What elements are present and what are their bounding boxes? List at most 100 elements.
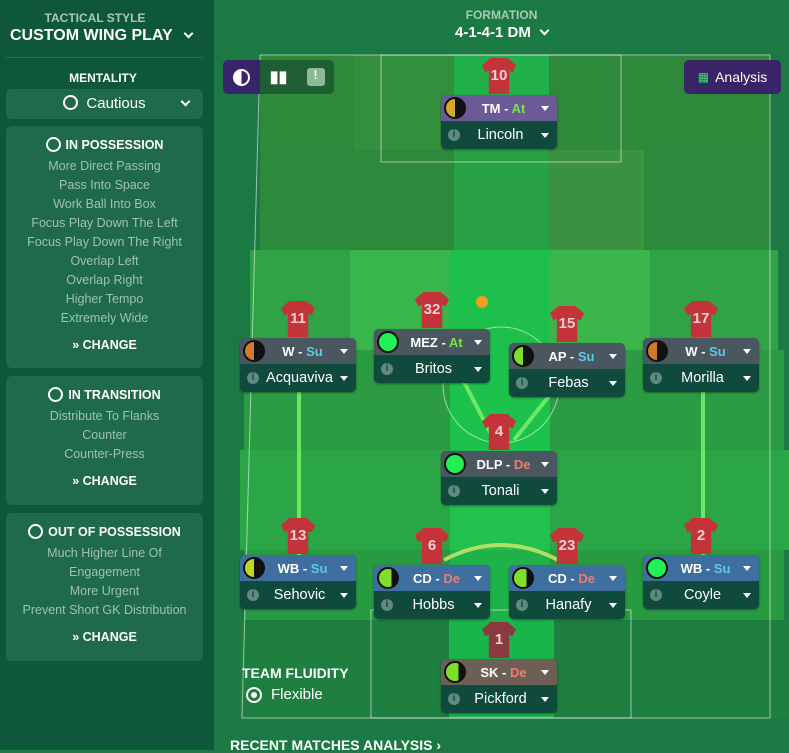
role-name: SK	[480, 664, 499, 680]
player-card[interactable]: SK - De i Pickford	[441, 659, 557, 713]
player-select[interactable]: i Acquaviva	[240, 364, 356, 392]
team-fluidity-caption: TEAM FLUIDITY	[242, 665, 349, 681]
dropdown-arrow-icon	[609, 380, 617, 386]
dropdown-arrow-icon	[541, 669, 549, 675]
player-card[interactable]: CD - De i Hobbs	[374, 565, 490, 619]
grid-icon: ▦	[697, 70, 710, 84]
player-card[interactable]: DLP - De i Tonali	[441, 451, 557, 505]
tactical-style-value: CUSTOM WING PLAY	[10, 27, 173, 44]
player-card[interactable]: AP - Su i Febas	[509, 343, 625, 397]
instruction-item: Counter-Press	[64, 447, 145, 461]
info-icon[interactable]: i	[650, 589, 662, 601]
instruction-item: Extremely Wide	[60, 311, 149, 325]
player-card[interactable]: W - Su i Acquaviva	[240, 338, 356, 392]
role-suitability-icon	[377, 567, 399, 589]
player-card[interactable]: MEZ - At i Britos	[374, 329, 490, 383]
player-card[interactable]: W - Su i Morilla	[643, 338, 759, 392]
dropdown-arrow-icon	[340, 592, 348, 598]
info-icon[interactable]: i	[247, 372, 259, 384]
stats-view-button[interactable]: ▮▮	[260, 60, 297, 94]
player-select[interactable]: i Pickford	[441, 685, 557, 713]
team-fluidity[interactable]: Flexible	[246, 686, 323, 703]
formation-value: 4-1-4-1 DM	[454, 24, 531, 41]
player-card[interactable]: WB - Su i Sehovic	[240, 555, 356, 609]
player-select[interactable]: i Coyle	[643, 581, 759, 609]
role-name: TM	[481, 100, 501, 116]
formation[interactable]: FORMATION 4-1-4-1 DM	[214, 8, 789, 41]
role-suitability-icon	[444, 97, 466, 119]
role-select[interactable]: CD - De	[374, 565, 490, 591]
player-select[interactable]: i Hanafy	[509, 591, 625, 619]
player-select[interactable]: i Hobbs	[374, 591, 490, 619]
role-select[interactable]: WB - Su	[240, 555, 356, 581]
instruction-item: Work Ball Into Box	[53, 197, 156, 211]
info-icon[interactable]: i	[381, 599, 393, 611]
role-name: CD	[413, 570, 432, 586]
tactics-sidebar: TACTICAL STYLE CUSTOM WING PLAY MENTALIT…	[0, 0, 214, 750]
role-select[interactable]: MEZ - At	[374, 329, 490, 355]
mentality-icon	[63, 95, 79, 110]
dropdown-arrow-icon	[541, 696, 549, 702]
change-button[interactable]: » CHANGE	[72, 338, 137, 352]
instruction-item: Pass Into Space	[58, 178, 151, 192]
role-suitability-icon	[444, 661, 466, 683]
mentality-select[interactable]: Cautious	[6, 89, 203, 119]
info-icon[interactable]: i	[650, 372, 662, 384]
tactical-style-select[interactable]: CUSTOM WING PLAY	[10, 27, 194, 45]
info-icon[interactable]: i	[247, 589, 259, 601]
player-name: Acquaviva	[266, 370, 333, 386]
shirt-number: 11	[290, 310, 306, 327]
role-suitability-icon	[512, 567, 534, 589]
dropdown-arrow-icon	[474, 339, 482, 345]
target-icon	[246, 686, 262, 703]
chevron-down-icon	[183, 28, 194, 39]
change-button[interactable]: » CHANGE	[72, 474, 137, 488]
info-icon[interactable]: i	[448, 485, 460, 497]
dropdown-arrow-icon	[609, 575, 617, 581]
info-icon[interactable]: i	[516, 377, 528, 389]
shirt-number: 10	[490, 67, 508, 84]
info-icon[interactable]: i	[448, 693, 460, 705]
formation-caption: FORMATION	[465, 8, 538, 22]
role-duty: De	[513, 456, 531, 472]
role-suitability-icon	[243, 557, 265, 579]
role-name: WB	[277, 560, 300, 576]
info-icon[interactable]: i	[448, 129, 460, 141]
football-icon	[45, 137, 61, 152]
analysis-button[interactable]: ▦ Analysis	[684, 60, 781, 94]
role-select[interactable]: TM - At	[441, 95, 557, 121]
role-select[interactable]: W - Su	[240, 338, 356, 364]
chevron-down-icon	[180, 96, 191, 107]
player-select[interactable]: i Tonali	[441, 477, 557, 505]
role-suitability-icon	[646, 557, 668, 579]
player-select[interactable]: i Febas	[509, 369, 625, 397]
view-toggle-button[interactable]	[223, 60, 260, 94]
change-button[interactable]: » CHANGE	[72, 630, 137, 644]
player-card[interactable]: WB - Su i Coyle	[643, 555, 759, 609]
role-select[interactable]: W - Su	[643, 338, 759, 364]
info-icon[interactable]: i	[516, 599, 528, 611]
mentality-value: Cautious	[86, 95, 146, 112]
role-select[interactable]: WB - Su	[643, 555, 759, 581]
player-name: Lincoln	[477, 127, 524, 143]
player-select[interactable]: i Lincoln	[441, 121, 557, 149]
shirt-number: 4	[494, 423, 504, 440]
info-icon[interactable]: i	[381, 363, 393, 375]
role-suitability-icon	[646, 340, 668, 362]
recent-matches-link[interactable]: RECENT MATCHES ANALYSIS ›	[230, 737, 442, 753]
player-select[interactable]: i Morilla	[643, 364, 759, 392]
role-select[interactable]: SK - De	[441, 659, 557, 685]
player-card[interactable]: CD - De i Hanafy	[509, 565, 625, 619]
shield-icon	[28, 524, 44, 539]
role-duty: Su	[577, 348, 595, 364]
player-select[interactable]: i Sehovic	[240, 581, 356, 609]
role-select[interactable]: CD - De	[509, 565, 625, 591]
instructions-view-button[interactable]: !	[297, 60, 334, 94]
dropdown-arrow-icon	[609, 602, 617, 608]
role-suitability-icon	[243, 340, 265, 362]
player-card[interactable]: TM - At i Lincoln	[441, 95, 557, 149]
panel-title: OUT OF POSSESSION	[48, 524, 181, 539]
role-select[interactable]: AP - Su	[509, 343, 625, 369]
player-select[interactable]: i Britos	[374, 355, 490, 383]
role-select[interactable]: DLP - De	[441, 451, 557, 477]
